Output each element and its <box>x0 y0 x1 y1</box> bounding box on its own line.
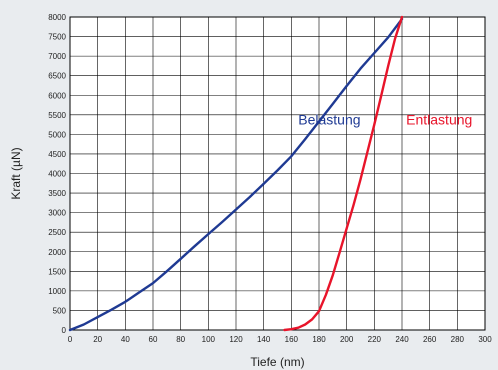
x-tick-label: 140 <box>257 335 271 344</box>
y-tick-label: 6500 <box>48 72 66 81</box>
series-lines <box>68 15 404 332</box>
y-axis-label: Kraft (µN) <box>9 147 23 199</box>
y-tick-label: 5500 <box>48 111 66 120</box>
y-tick-label: 6000 <box>48 91 66 100</box>
x-tick-label: 200 <box>340 335 354 344</box>
series-labels: Belastung Entlastung <box>298 112 472 128</box>
y-tick-label: 2500 <box>48 228 66 237</box>
x-tick-labels: 0 20 40 60 80 100 120 140 160 180 200 220 240 260 280 3… <box>68 335 492 344</box>
y-tick-label: 4000 <box>48 170 66 179</box>
x-tick-label: 260 <box>423 335 437 344</box>
x-tick-label: 240 <box>395 335 409 344</box>
y-tick-label: 7500 <box>48 33 66 42</box>
x-tick-label: 80 <box>176 335 185 344</box>
grid <box>69 16 486 331</box>
x-tick-label: 0 <box>68 335 73 344</box>
y-tick-label: 7000 <box>48 52 66 61</box>
y-tick-label: 0 <box>62 326 67 335</box>
y-tick-label: 1000 <box>48 287 66 296</box>
y-tick-label: 500 <box>53 306 67 315</box>
y-tick-label: 5000 <box>48 130 66 139</box>
x-tick-label: 160 <box>285 335 299 344</box>
x-axis-label: Tiefe (nm) <box>250 355 304 369</box>
series-line-entlastung <box>283 15 404 332</box>
y-tick-label: 8000 <box>48 13 66 22</box>
x-tick-label: 60 <box>149 335 158 344</box>
y-tick-label: 2000 <box>48 248 66 257</box>
series-label-entlastung: Entlastung <box>406 112 472 128</box>
plot-frame <box>69 16 486 331</box>
x-tick-label: 120 <box>229 335 243 344</box>
y-tick-label: 4500 <box>48 150 66 159</box>
x-tick-label: 100 <box>202 335 216 344</box>
y-tick-label: 3500 <box>48 189 66 198</box>
y-tick-label: 1500 <box>48 267 66 276</box>
y-tick-labels: 0 500 1000 1500 2000 2500 3000 3500 4000 4500 5000… <box>48 13 66 335</box>
series-line-belastung <box>68 17 404 332</box>
series-label-belastung: Belastung <box>298 112 360 128</box>
y-tick-label: 3000 <box>48 209 66 218</box>
x-tick-label: 180 <box>312 335 326 344</box>
x-tick-label: 220 <box>368 335 382 344</box>
x-tick-label: 300 <box>478 335 492 344</box>
x-tick-label: 40 <box>121 335 130 344</box>
x-tick-label: 20 <box>93 335 102 344</box>
x-tick-label: 280 <box>451 335 465 344</box>
